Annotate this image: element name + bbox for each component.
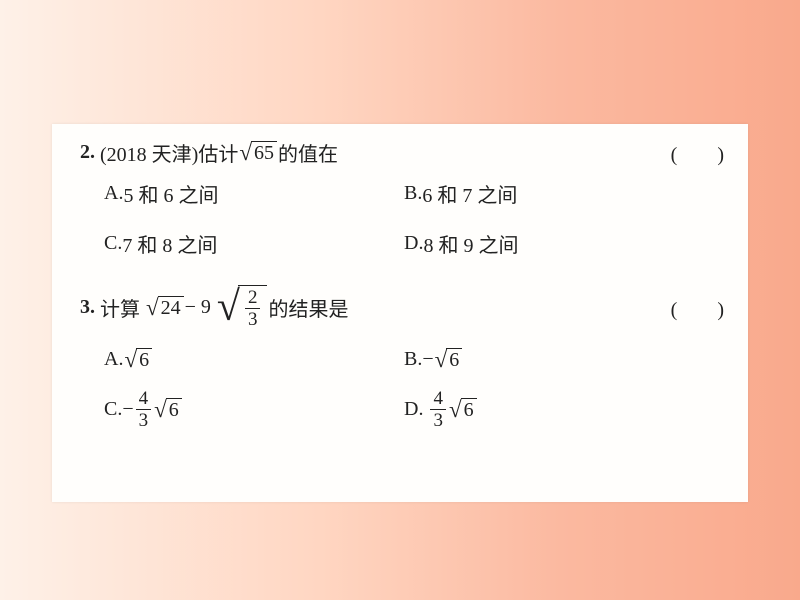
frac-den: 3: [136, 411, 152, 430]
q3-number: 3.: [80, 296, 95, 319]
frac-num: 4: [136, 389, 152, 408]
q3-option-b[interactable]: B. − √6: [404, 339, 463, 379]
opt-label: B.: [404, 348, 422, 371]
radicand: 6: [461, 398, 477, 421]
sqrt-65: √65: [239, 141, 277, 164]
sqrt-frac-2-3: √ 2 3: [217, 285, 268, 330]
q3-d-sqrt6: √6: [449, 398, 477, 421]
q2-option-c[interactable]: C. 7 和 8 之间: [104, 223, 404, 263]
q2-text-b: 的值在: [278, 138, 338, 167]
opt-label: D.: [404, 232, 423, 255]
q3-d-frac: 4 3: [430, 389, 446, 430]
q2-d-text: 8 和 9 之间: [423, 229, 518, 258]
radicand-24: 24: [158, 296, 184, 319]
q3-option-c[interactable]: C. − 4 3 √6: [104, 389, 404, 430]
q2-options-row1: A. 5 和 6 之间 B. 6 和 7 之间: [104, 173, 736, 213]
q3-text-b: 的结果是: [268, 293, 348, 322]
radicand-65: 65: [251, 141, 277, 164]
q2-b-text: 6 和 7 之间: [422, 179, 517, 208]
q2-a-text: 5 和 6 之间: [123, 179, 218, 208]
q2-stem-row: 2. (2018 天津) 估计 √65 的值在 ( ): [80, 138, 736, 167]
opt-label: C.: [104, 398, 122, 421]
q2-answer-paren: ( ): [671, 138, 724, 167]
question-card: 2. (2018 天津) 估计 √65 的值在 ( ) A. 5 和 6 之间 …: [52, 124, 748, 502]
q3-options-row1: A. √6 B. − √6: [104, 339, 736, 379]
q3-b-neg: −: [422, 348, 433, 371]
q3-option-d[interactable]: D. 4 3 √6: [404, 389, 478, 430]
q2-options-row2: C. 7 和 8 之间 D. 8 和 9 之间: [104, 223, 736, 263]
q2-number: 2.: [80, 141, 95, 164]
q3-option-a[interactable]: A. √6: [104, 339, 404, 379]
q3-answer-paren: ( ): [671, 293, 724, 322]
q3-text-a: 计算: [100, 293, 140, 322]
q3-b-sqrt6: √6: [435, 348, 463, 371]
opt-label: B.: [404, 182, 422, 205]
q3-c-frac: 4 3: [136, 389, 152, 430]
q2-source: (2018 天津): [100, 138, 198, 167]
sqrt-24: √24: [146, 296, 184, 319]
radicand: 6: [136, 348, 152, 371]
frac-2-3: 2 3: [245, 288, 261, 329]
frac-den: 3: [245, 310, 261, 329]
frac-den: 3: [430, 411, 446, 430]
q2-stem: 2. (2018 天津) 估计 √65 的值在: [80, 138, 338, 167]
q3-stem-row: 3. 计算 √24 − 9 √ 2 3 的结果是 (: [80, 281, 736, 333]
q2-option-a[interactable]: A. 5 和 6 之间: [104, 173, 404, 213]
q2-option-d[interactable]: D. 8 和 9 之间: [404, 223, 518, 263]
radicand: 6: [446, 348, 462, 371]
q2-text-a: 估计: [198, 138, 238, 167]
q3-c-neg: −: [122, 398, 133, 421]
radicand: 6: [166, 398, 182, 421]
opt-label: A.: [104, 348, 123, 371]
q3-c-sqrt6: √6: [154, 398, 182, 421]
q3-minus9: − 9: [185, 296, 211, 319]
q3-a-sqrt6: √6: [124, 348, 152, 371]
q3-options-row2: C. − 4 3 √6 D. 4 3 √6: [104, 389, 736, 430]
opt-label: C.: [104, 232, 122, 255]
opt-label: D.: [404, 398, 423, 421]
opt-label: A.: [104, 182, 123, 205]
q3-stem: 3. 计算 √24 − 9 √ 2 3 的结果是: [80, 285, 348, 330]
q2-option-b[interactable]: B. 6 和 7 之间: [404, 173, 517, 213]
q2-c-text: 7 和 8 之间: [122, 229, 217, 258]
frac-num: 4: [430, 389, 446, 408]
frac-num: 2: [245, 288, 261, 307]
